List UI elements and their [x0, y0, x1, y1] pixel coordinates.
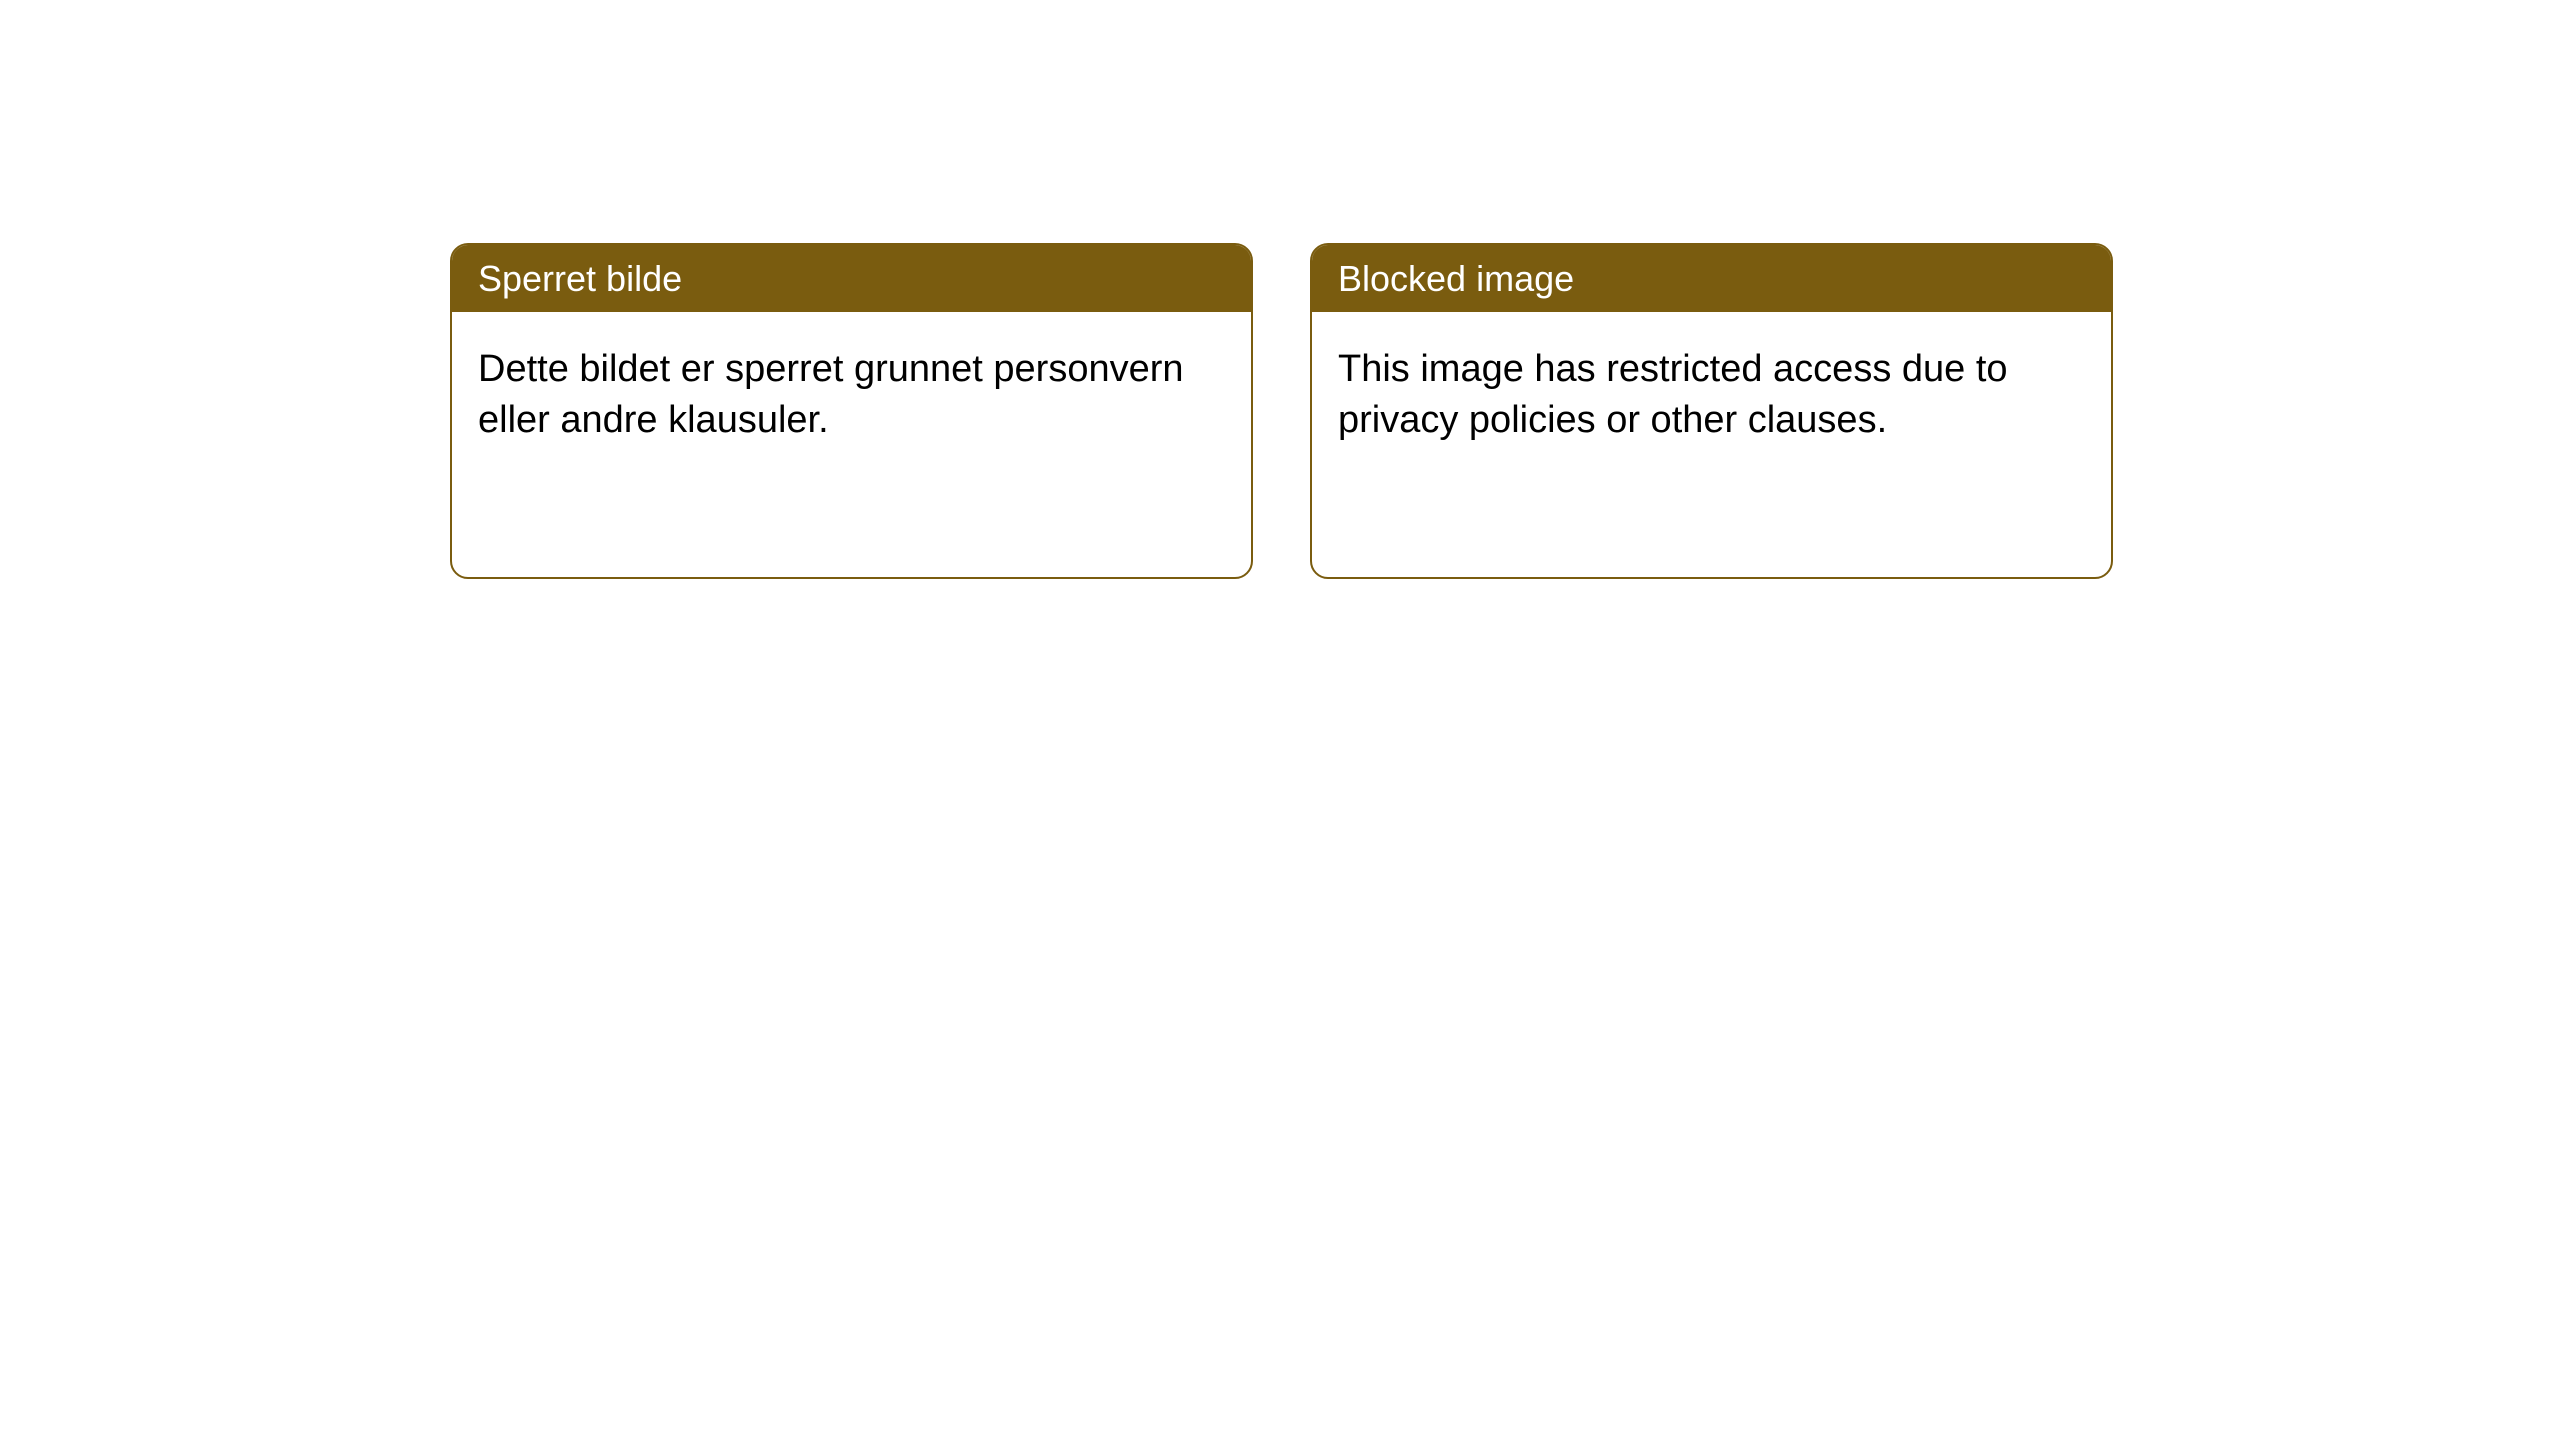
card-body-text: This image has restricted access due to …	[1338, 348, 2008, 441]
card-container: Sperret bilde Dette bildet er sperret gr…	[0, 0, 2560, 579]
card-header: Blocked image	[1312, 245, 2111, 312]
card-body-text: Dette bildet er sperret grunnet personve…	[478, 348, 1184, 441]
card-header: Sperret bilde	[452, 245, 1251, 312]
notice-card-english: Blocked image This image has restricted …	[1310, 243, 2113, 579]
card-title: Sperret bilde	[478, 258, 682, 299]
card-title: Blocked image	[1338, 258, 1574, 299]
card-body: Dette bildet er sperret grunnet personve…	[452, 312, 1251, 479]
notice-card-norwegian: Sperret bilde Dette bildet er sperret gr…	[450, 243, 1253, 579]
card-body: This image has restricted access due to …	[1312, 312, 2111, 479]
